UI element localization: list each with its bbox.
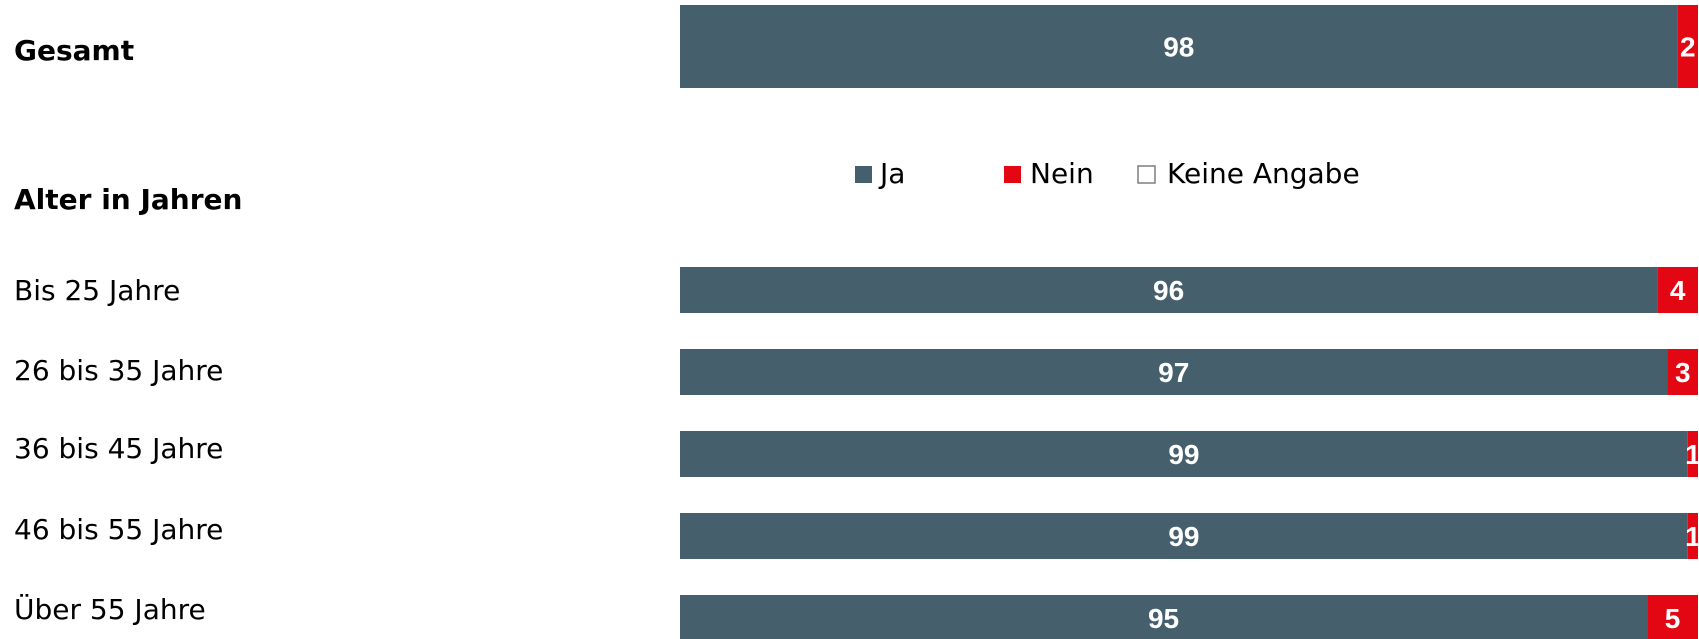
- category-label-36-bis-45-jahre: 36 bis 45 Jahre: [14, 432, 223, 465]
- bar-ja-gesamt: [680, 5, 1678, 88]
- data-label-nein-uber-55-jahre: 5: [1665, 603, 1681, 634]
- section-title: Alter in Jahren: [14, 183, 242, 216]
- bar-ja-uber-55-jahre: [680, 595, 1648, 639]
- data-label-nein-gesamt: 2: [1680, 32, 1696, 63]
- data-label-ja-46-bis-55-jahre: 99: [1168, 521, 1199, 552]
- bar-nein-46-bis-55-jahre: [1687, 513, 1698, 559]
- data-label-ja-bis-25-jahre: 96: [1153, 275, 1184, 306]
- data-label-nein-36-bis-45-jahre: 1: [1685, 439, 1699, 470]
- legend-label-keine-angabe: Keine Angabe: [1167, 157, 1360, 190]
- legend-swatch-nein: [1004, 166, 1021, 183]
- bars: 98 2 96 4 97 3 99 1 99 1 95 5: [680, 5, 1699, 639]
- bar-ja-46-bis-55-jahre: [680, 513, 1688, 559]
- bar-nein-gesamt: [1677, 5, 1698, 88]
- category-labels: Gesamt Bis 25 Jahre 26 bis 35 Jahre 36 bis …: [14, 34, 223, 626]
- bar-nein-36-bis-45-jahre: [1687, 431, 1698, 477]
- legend-label-nein: Nein: [1030, 157, 1094, 190]
- category-label-46-bis-55-jahre: 46 bis 55 Jahre: [14, 513, 223, 546]
- category-label-bis-25-jahre: Bis 25 Jahre: [14, 274, 180, 307]
- data-label-nein-26-bis-35-jahre: 3: [1675, 357, 1691, 388]
- data-label-nein-bis-25-jahre: 4: [1670, 275, 1686, 306]
- data-label-ja-uber-55-jahre: 95: [1148, 603, 1179, 634]
- legend: Ja Nein Keine Angabe: [855, 157, 1360, 190]
- bar-ja-bis-25-jahre: [680, 267, 1658, 313]
- data-label-nein-46-bis-55-jahre: 1: [1685, 521, 1699, 552]
- category-label-uber-55-jahre: Über 55 Jahre: [14, 592, 206, 626]
- data-label-ja-gesamt: 98: [1163, 32, 1194, 63]
- bar-nein-uber-55-jahre: [1647, 595, 1698, 639]
- legend-label-ja: Ja: [878, 157, 905, 190]
- bar-nein-26-bis-35-jahre: [1667, 349, 1698, 395]
- data-label-ja-36-bis-45-jahre: 99: [1168, 439, 1199, 470]
- legend-swatch-keine-angabe: [1137, 165, 1156, 184]
- data-label-ja-26-bis-35-jahre: 97: [1158, 357, 1189, 388]
- legend-swatch-ja: [855, 166, 872, 183]
- category-label-26-bis-35-jahre: 26 bis 35 Jahre: [14, 354, 223, 387]
- category-label-gesamt: Gesamt: [14, 34, 134, 67]
- bar-ja-26-bis-35-jahre: [680, 349, 1668, 395]
- bar-ja-36-bis-45-jahre: [680, 431, 1688, 477]
- bar-nein-bis-25-jahre: [1657, 267, 1698, 313]
